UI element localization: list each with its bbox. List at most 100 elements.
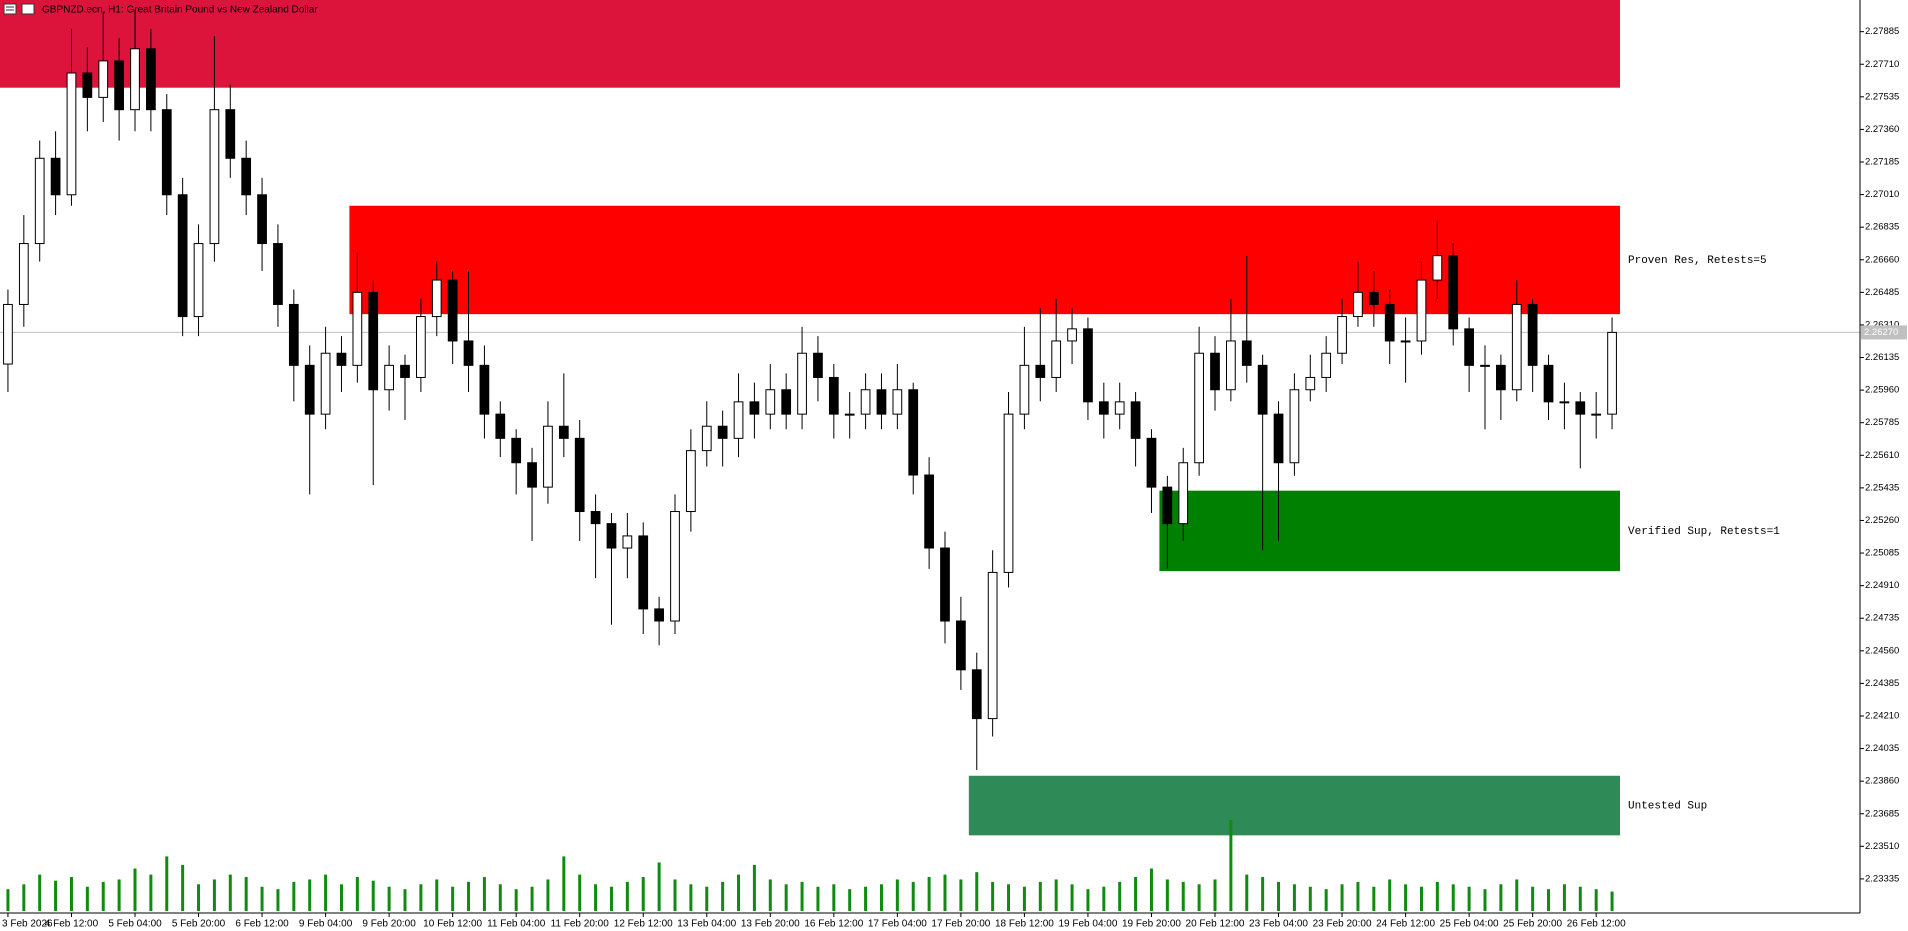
volume-bar bbox=[403, 889, 407, 911]
volume-bar bbox=[1229, 820, 1233, 911]
volume-bar bbox=[625, 881, 629, 911]
volume-bar bbox=[1356, 881, 1360, 911]
candle-body bbox=[1575, 401, 1586, 415]
volume-bar bbox=[1149, 868, 1153, 911]
candle-body bbox=[1241, 340, 1252, 366]
candle-body bbox=[876, 389, 887, 415]
volume-bar bbox=[991, 881, 995, 911]
x-tick-label: 25 Feb 04:00 bbox=[1440, 919, 1499, 930]
zone bbox=[349, 205, 1621, 315]
candle-body bbox=[1543, 364, 1554, 403]
volume-bar bbox=[228, 874, 232, 911]
zone bbox=[0, 0, 1620, 88]
volume-bar bbox=[609, 886, 613, 911]
candle-body bbox=[1368, 291, 1379, 305]
candle-body bbox=[574, 437, 585, 513]
y-tick-label: 2.24560 bbox=[1865, 645, 1899, 656]
candle-body bbox=[1003, 413, 1014, 573]
zone-label: Verified Sup, Retests=1 bbox=[1628, 526, 1780, 538]
volume-bar bbox=[1483, 889, 1487, 911]
x-tick-label: 26 Feb 12:00 bbox=[1567, 919, 1626, 930]
volume-bar bbox=[1308, 886, 1312, 911]
y-tick-label: 2.25610 bbox=[1865, 450, 1899, 461]
header: GBPNZD.ecn, H1: Great Britain Pound vs N… bbox=[3, 3, 318, 16]
x-tick-label: 19 Feb 20:00 bbox=[1122, 919, 1181, 930]
candle-body bbox=[431, 279, 442, 318]
volume-bar bbox=[1340, 884, 1344, 911]
volume-bar bbox=[355, 877, 359, 911]
y-tick-label: 2.23335 bbox=[1865, 873, 1899, 884]
candle-body bbox=[892, 389, 903, 415]
volume-bar bbox=[85, 886, 89, 911]
volume-bar bbox=[1547, 889, 1551, 911]
candle-body bbox=[765, 389, 776, 415]
candle-body bbox=[336, 352, 347, 366]
candle-body bbox=[558, 425, 569, 439]
candle-body bbox=[130, 48, 140, 111]
y-tick-label: 2.27185 bbox=[1865, 157, 1899, 168]
volume-bar bbox=[1038, 881, 1042, 911]
candle-body bbox=[860, 389, 871, 415]
volume-bar bbox=[244, 877, 248, 911]
chart-icon[interactable] bbox=[21, 3, 35, 15]
volume-bar bbox=[419, 884, 423, 911]
volume-bar bbox=[292, 881, 296, 911]
x-tick-label: 23 Feb 20:00 bbox=[1313, 919, 1372, 930]
volume-bar bbox=[546, 879, 550, 911]
volume-bar bbox=[1435, 881, 1439, 911]
y-tick-label: 2.26835 bbox=[1865, 222, 1899, 233]
candle-body bbox=[463, 340, 474, 366]
volume-bar bbox=[1086, 889, 1090, 911]
x-tick-label: 16 Feb 12:00 bbox=[804, 919, 863, 930]
candle-body bbox=[241, 157, 252, 196]
candle-body bbox=[701, 425, 712, 452]
marks bbox=[0, 10, 1860, 911]
candle-body bbox=[781, 389, 792, 415]
candle-body bbox=[1146, 437, 1157, 488]
x-tick-label: 23 Feb 04:00 bbox=[1249, 919, 1308, 930]
candle-body bbox=[447, 279, 458, 342]
candle-body bbox=[1035, 364, 1046, 378]
chart-title: GBPNZD.ecn, H1: Great Britain Pound vs N… bbox=[42, 5, 318, 16]
volume-bar bbox=[689, 884, 693, 911]
candle-body bbox=[1511, 303, 1522, 391]
candle-body bbox=[257, 194, 267, 245]
volume-bar bbox=[1197, 884, 1201, 911]
volume-bar bbox=[1610, 891, 1614, 911]
volume-bar bbox=[752, 864, 756, 911]
candle-body bbox=[670, 511, 680, 622]
candle-body bbox=[1416, 279, 1427, 342]
candle-body bbox=[1130, 401, 1141, 439]
candle-body bbox=[971, 669, 982, 720]
candle-body bbox=[733, 401, 744, 439]
volume-bar bbox=[339, 884, 343, 911]
menu-icon[interactable] bbox=[3, 3, 17, 15]
volume-bar bbox=[101, 881, 105, 911]
y-tick-label: 2.27885 bbox=[1865, 26, 1899, 37]
candle-body bbox=[50, 157, 61, 196]
volume-bar bbox=[1070, 884, 1074, 911]
y-tick-label: 2.26660 bbox=[1865, 254, 1899, 265]
x-tick-label: 5 Feb 20:00 bbox=[172, 919, 226, 930]
candle-body bbox=[66, 72, 77, 196]
candle-body bbox=[320, 352, 331, 415]
candle-body bbox=[193, 243, 204, 318]
candle-body bbox=[686, 450, 696, 513]
candle-body bbox=[749, 401, 760, 415]
candle-body bbox=[1051, 340, 1062, 378]
zone-label: Proven Res, Retests=5 bbox=[1628, 255, 1767, 267]
volume-bar bbox=[498, 884, 502, 911]
candle-body bbox=[1337, 316, 1347, 354]
candle-body bbox=[797, 352, 807, 415]
current-price-box bbox=[1861, 325, 1907, 340]
volume-bar bbox=[1102, 886, 1106, 911]
volume-bar bbox=[133, 868, 137, 911]
volume-bar bbox=[1578, 886, 1582, 911]
y-tick-label: 2.24735 bbox=[1865, 613, 1899, 624]
volume-bar bbox=[800, 881, 804, 911]
volume-bar bbox=[212, 879, 216, 911]
volume-bar bbox=[1181, 881, 1185, 911]
x-tick-label: 10 Feb 12:00 bbox=[423, 919, 482, 930]
x-tick-label: 9 Feb 20:00 bbox=[362, 919, 416, 930]
